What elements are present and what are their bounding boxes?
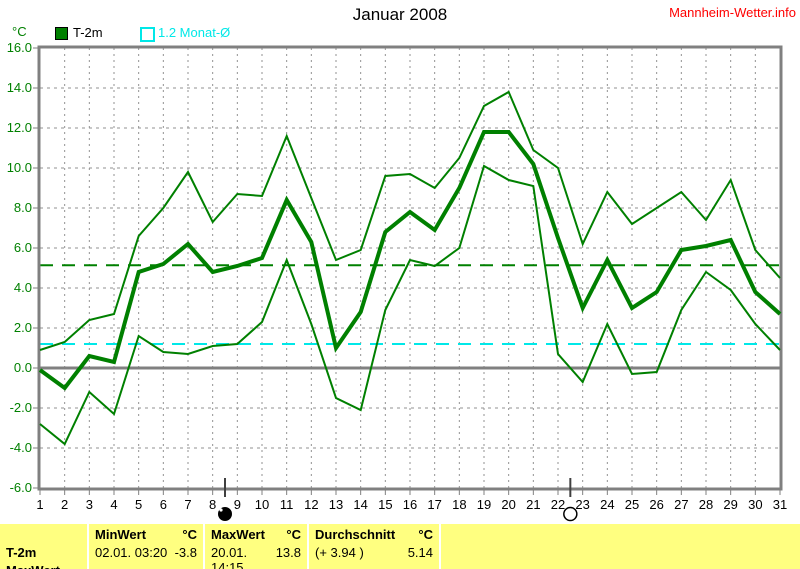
x-tick-label: 16	[403, 497, 417, 512]
x-tick-label: 6	[160, 497, 167, 512]
series-line-min	[39, 164, 781, 446]
x-tick-label: 28	[699, 497, 713, 512]
x-tick-label: 2	[61, 497, 68, 512]
min-datetime: 02.01. 03:20	[95, 545, 168, 560]
legend-label-monthly-avg: 1.2 Monat-Ø	[158, 25, 231, 40]
y-tick-label: 14.0	[7, 80, 32, 95]
avg-header: Durchschnitt	[315, 527, 396, 542]
x-tick-label: 10	[255, 497, 269, 512]
y-tick-label: 12.0	[7, 120, 32, 135]
avg-unit: °C	[418, 527, 433, 542]
x-tick-label: 23	[575, 497, 589, 512]
x-tick-label: 19	[477, 497, 491, 512]
table-cell-min: MinWert °C 02.01. 03:20 -3.8	[89, 524, 203, 569]
series-line-max	[39, 90, 781, 351]
x-tick-label: 30	[748, 497, 762, 512]
y-tick-label: 16.0	[7, 40, 32, 55]
avg-value: 5.14	[407, 545, 433, 560]
y-tick-label: 0.0	[14, 360, 32, 375]
table-cell-max: MaxWert °C 20.01. 14:15 13.8	[205, 524, 307, 569]
x-tick-label: 25	[625, 497, 639, 512]
x-tick-label: 27	[674, 497, 688, 512]
x-tick-label: 5	[135, 497, 142, 512]
x-tick-label: 13	[329, 497, 343, 512]
y-axis-unit-label: °C	[12, 24, 27, 39]
series-name: T-2m	[6, 545, 37, 560]
y-tick-label: -6.0	[10, 480, 32, 495]
x-tick-label: 11	[280, 497, 294, 512]
x-tick-label: 12	[304, 497, 318, 512]
y-tick-label: 4.0	[14, 280, 32, 295]
y-tick-label: 8.0	[14, 200, 32, 215]
y-tick-label: 10.0	[7, 160, 32, 175]
x-tick-label: 14	[353, 497, 367, 512]
y-tick-label: -4.0	[10, 440, 32, 455]
next-row-label-clipped: MaxWert	[6, 563, 81, 569]
x-tick-label: 8	[209, 497, 216, 512]
page-title: Januar 2008	[352, 5, 448, 24]
max-value: 13.8	[275, 545, 301, 560]
x-tick-label: 20	[501, 497, 515, 512]
max-header: MaxWert	[211, 527, 265, 542]
legend-label-t2m: T-2m	[73, 25, 103, 40]
x-tick-label: 7	[184, 497, 191, 512]
legend-swatch-t2m	[55, 27, 68, 40]
table-cell-series: T-2m MaxWert	[0, 524, 87, 569]
stats-table: T-2m MaxWert MinWert °C 02.01. 03:20 -3.…	[0, 524, 800, 569]
x-tick-label: 4	[110, 497, 117, 512]
plot-frame	[37, 45, 783, 491]
series-line-mean	[38, 130, 782, 391]
x-tick-label: 9	[234, 497, 241, 512]
full-moon-highlight	[219, 508, 223, 512]
site-link[interactable]: Mannheim-Wetter.info	[669, 5, 796, 20]
x-tick-label: 31	[773, 497, 787, 512]
x-tick-label: 26	[649, 497, 663, 512]
table-cell-avg: Durchschnitt °C (+ 3.94 ) 5.14	[309, 524, 439, 569]
legend-swatch-monthly-avg	[140, 27, 155, 42]
max-unit: °C	[286, 527, 301, 542]
y-tick-label: -2.0	[10, 400, 32, 415]
x-tick-label: 24	[600, 497, 614, 512]
avg-deviation: (+ 3.94 )	[315, 545, 364, 560]
min-value: -3.8	[174, 545, 197, 560]
x-tick-label: 21	[526, 497, 540, 512]
x-tick-label: 29	[723, 497, 737, 512]
table-cell-empty	[441, 524, 800, 569]
max-datetime: 20.01. 14:15	[211, 545, 248, 569]
y-tick-label: 2.0	[14, 320, 32, 335]
min-unit: °C	[182, 527, 197, 542]
x-tick-label: 22	[551, 497, 565, 512]
x-tick-label: 3	[86, 497, 93, 512]
min-header: MinWert	[95, 527, 147, 542]
x-tick-label: 15	[378, 497, 392, 512]
y-tick-label: 6.0	[14, 240, 32, 255]
x-tick-label: 17	[427, 497, 441, 512]
x-tick-label: 18	[452, 497, 466, 512]
new-moon-icon	[563, 506, 578, 522]
x-tick-label: 1	[36, 497, 43, 512]
